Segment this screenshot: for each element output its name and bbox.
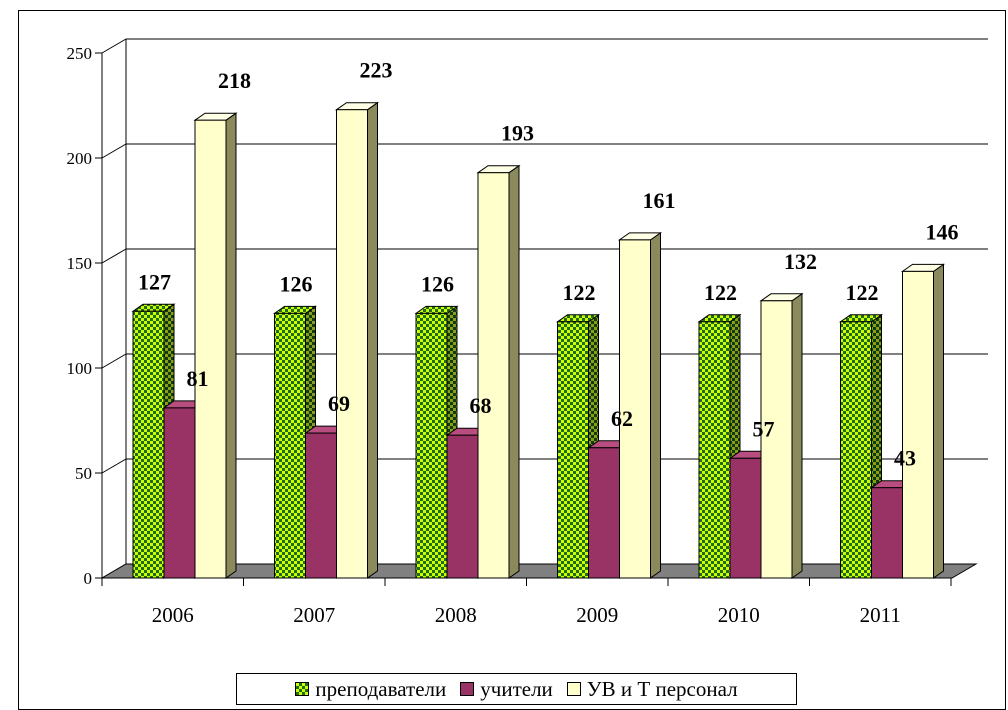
data-label: 161 <box>643 188 676 213</box>
data-label: 127 <box>138 269 171 294</box>
gridline-diagonal <box>101 143 127 159</box>
legend-swatch-cream <box>566 682 581 696</box>
legend-swatch-checker <box>295 682 310 696</box>
data-label: 69 <box>328 391 350 416</box>
y-tick-label: 250 <box>67 44 93 63</box>
x-tick-label: 2011 <box>860 603 901 627</box>
data-label: 126 <box>421 271 454 296</box>
bar-front <box>132 310 165 579</box>
y-tick-label: 0 <box>84 569 93 588</box>
data-label: 193 <box>501 121 534 146</box>
bar-front <box>274 312 306 579</box>
bar-front <box>477 172 510 579</box>
gridline-diagonal <box>101 458 127 474</box>
bar-front <box>194 119 227 579</box>
bar-3 <box>193 112 238 579</box>
bar-3 <box>476 164 521 579</box>
bar-1 <box>131 303 176 579</box>
data-label: 122 <box>704 280 737 305</box>
data-label: 122 <box>846 280 879 305</box>
bar-front <box>698 321 731 579</box>
bar-front <box>902 270 934 579</box>
bar-front <box>163 407 196 579</box>
data-label: 122 <box>563 280 596 305</box>
gridline-diagonal <box>101 38 127 54</box>
bar-front <box>446 434 479 579</box>
bar-side <box>791 292 803 579</box>
legend-label: учители <box>480 676 553 701</box>
data-label: 218 <box>218 68 251 93</box>
gridline-diagonal <box>101 353 127 369</box>
bar-front <box>336 109 368 579</box>
gridline-diagonal <box>101 248 127 264</box>
x-tick-label: 2007 <box>293 603 335 627</box>
data-label: 68 <box>470 393 492 418</box>
label-layer: 0 50 100 150 200 250 2006 2007 2008 2009 2010 2011 1… <box>67 44 959 627</box>
bar-front <box>557 321 589 579</box>
y-tick-label: 200 <box>67 149 93 168</box>
bar-front <box>588 447 620 579</box>
y-tick-label: 100 <box>67 359 93 378</box>
bar-1 <box>838 313 884 579</box>
bar-3 <box>759 292 804 579</box>
data-label: 62 <box>611 406 633 431</box>
legend-swatch-maroon <box>460 682 475 696</box>
bar-front <box>871 487 903 579</box>
bar-front <box>305 432 337 579</box>
x-tick-label: 2010 <box>718 603 760 627</box>
bar-side <box>933 263 944 579</box>
legend-label: преподаватели <box>315 676 447 701</box>
y-tick-label: 50 <box>75 464 92 483</box>
bar-front <box>415 312 448 579</box>
bar-3 <box>617 231 663 579</box>
x-tick-label: 2006 <box>152 603 194 627</box>
data-label: 57 <box>753 416 775 441</box>
data-label: 223 <box>360 58 393 83</box>
legend-item-staff: УВ и Т персонал <box>566 676 738 702</box>
legend-item-teachers: преподаватели <box>295 677 446 702</box>
bar-3 <box>334 101 380 579</box>
data-label: 146 <box>926 219 959 244</box>
bar-side <box>367 101 378 579</box>
y-tick-label: 150 <box>67 254 93 273</box>
bar-side <box>650 231 661 579</box>
legend-item-school-teachers: учители <box>460 677 553 702</box>
data-label: 43 <box>894 446 916 471</box>
data-label: 81 <box>187 366 209 391</box>
bar-front <box>760 300 793 579</box>
bar-side <box>225 112 237 579</box>
x-tick-label: 2009 <box>576 603 618 627</box>
legend: преподаватели учители УВ и Т персонал <box>236 673 797 705</box>
data-label: 132 <box>784 249 817 274</box>
bar-front <box>619 239 651 579</box>
bar-layer <box>131 101 946 579</box>
bar-side <box>508 164 520 579</box>
bar-front <box>840 321 872 579</box>
x-tick-label: 2008 <box>435 603 477 627</box>
data-label: 126 <box>280 271 313 296</box>
legend-label: УВ и Т персонал <box>586 676 738 701</box>
bar-front <box>729 457 762 579</box>
bar-3 <box>900 263 946 579</box>
